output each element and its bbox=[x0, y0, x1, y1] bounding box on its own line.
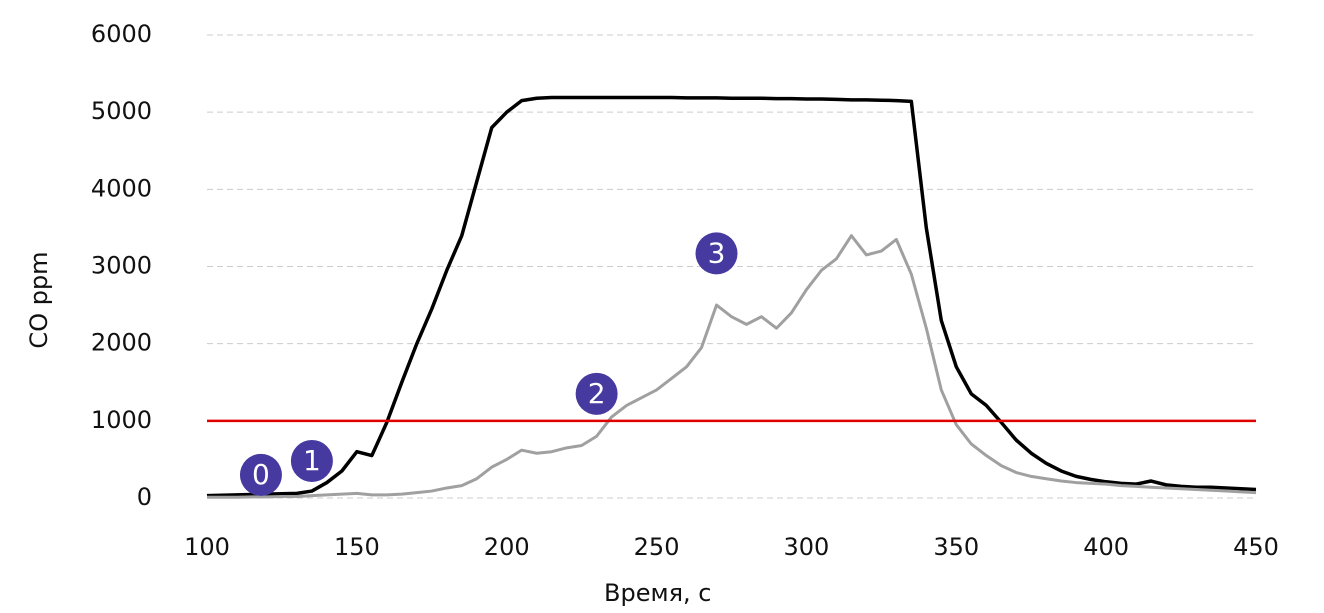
x-tick-label: 150 bbox=[334, 533, 380, 561]
y-tick-label: 5000 bbox=[91, 97, 152, 125]
x-tick-label: 300 bbox=[784, 533, 830, 561]
annotation-label: 2 bbox=[588, 377, 606, 410]
y-axis-label: CO ppm bbox=[25, 251, 53, 348]
x-tick-label: 450 bbox=[1233, 533, 1279, 561]
annotation-marker bbox=[575, 372, 618, 415]
series-line bbox=[206, 95, 1257, 498]
x-tick-label: 400 bbox=[1083, 533, 1129, 561]
y-tick-label: 3000 bbox=[91, 252, 152, 280]
annotation-label: 1 bbox=[303, 444, 321, 477]
annotation-marker bbox=[290, 439, 333, 482]
annotation-label: 3 bbox=[708, 236, 726, 269]
y-tick-label: 1000 bbox=[91, 406, 152, 434]
series-line bbox=[207, 234, 1257, 499]
x-tick-label: 350 bbox=[933, 533, 979, 561]
y-tick-label: 2000 bbox=[91, 329, 152, 357]
annotation-marker bbox=[239, 453, 282, 496]
y-tick-label: 4000 bbox=[91, 174, 152, 202]
x-axis-label: Время, с bbox=[604, 579, 711, 607]
annotation-marker bbox=[695, 232, 738, 275]
x-tick-label: 250 bbox=[634, 533, 680, 561]
x-tick-label: 200 bbox=[484, 533, 530, 561]
annotation-label: 0 bbox=[252, 458, 270, 491]
y-tick-label: 6000 bbox=[91, 20, 152, 48]
y-tick-label: 0 bbox=[137, 483, 152, 511]
x-tick-label: 100 bbox=[184, 533, 230, 561]
